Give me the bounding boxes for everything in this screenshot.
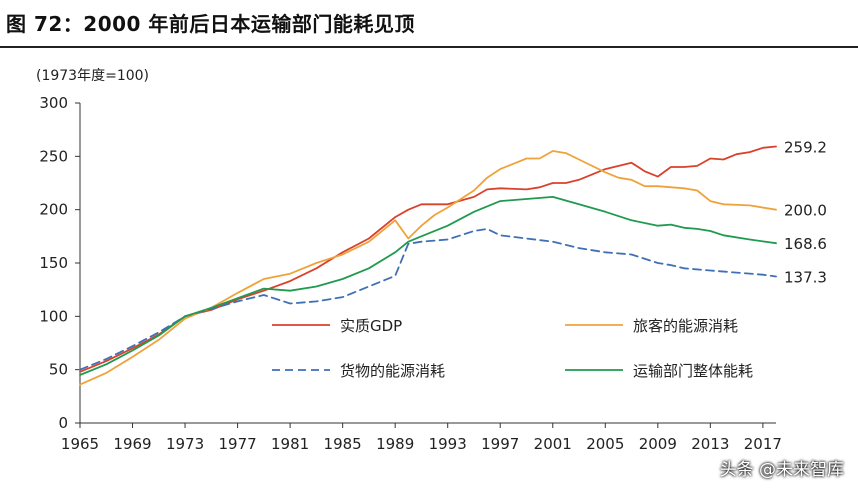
x-tick-label: 1985 [324, 435, 362, 453]
x-tick-label: 1989 [376, 435, 414, 453]
x-tick-label: 2009 [639, 435, 677, 453]
y-tick-label: 200 [39, 201, 68, 219]
legend-label: 实质GDP [340, 317, 402, 335]
x-tick-label: 1965 [61, 435, 99, 453]
x-tick-label: 1981 [271, 435, 309, 453]
x-tick-label: 2005 [586, 435, 624, 453]
x-tick-label: 1993 [429, 435, 467, 453]
title-underline [0, 46, 858, 48]
legend-label: 旅客的能源消耗 [633, 317, 738, 335]
watermark: 头条 @未来智库 [719, 460, 844, 480]
series-line-4 [79, 195, 777, 376]
series-line-1 [79, 145, 777, 373]
y-tick-label: 150 [39, 254, 68, 272]
y-tick-label: 100 [39, 307, 68, 325]
x-tick-label: 2001 [534, 435, 572, 453]
y-tick-label: 50 [49, 361, 68, 379]
x-tick-label: 2017 [744, 435, 782, 453]
y-tick-label: 300 [39, 94, 68, 112]
series-end-label: 137.3 [784, 269, 827, 287]
legend-label: 货物的能源消耗 [340, 362, 445, 380]
legend-label: 运输部门整体能耗 [633, 362, 753, 380]
unit-note: (1973年度=100) [36, 68, 149, 84]
series-end-label: 259.2 [784, 139, 827, 157]
x-tick-label: 1997 [481, 435, 519, 453]
series-line-2 [79, 150, 777, 386]
x-tick-label: 1969 [113, 435, 151, 453]
x-tick-label: 1973 [166, 435, 204, 453]
y-tick-label: 0 [58, 414, 68, 432]
x-tick-label: 1977 [218, 435, 256, 453]
series-end-label: 168.6 [784, 235, 827, 253]
chart-title: 图 72：2000 年前后日本运输部门能耗见顶 [6, 12, 415, 36]
y-tick-label: 250 [39, 147, 68, 165]
series-line-3 [79, 227, 777, 371]
series-end-label: 200.0 [784, 202, 827, 220]
x-tick-label: 2013 [691, 435, 729, 453]
